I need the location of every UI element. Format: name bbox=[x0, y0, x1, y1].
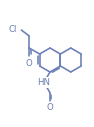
Text: O: O bbox=[26, 59, 33, 68]
Text: Cl: Cl bbox=[9, 26, 17, 35]
Text: HN: HN bbox=[38, 78, 50, 87]
Text: O: O bbox=[47, 104, 53, 112]
